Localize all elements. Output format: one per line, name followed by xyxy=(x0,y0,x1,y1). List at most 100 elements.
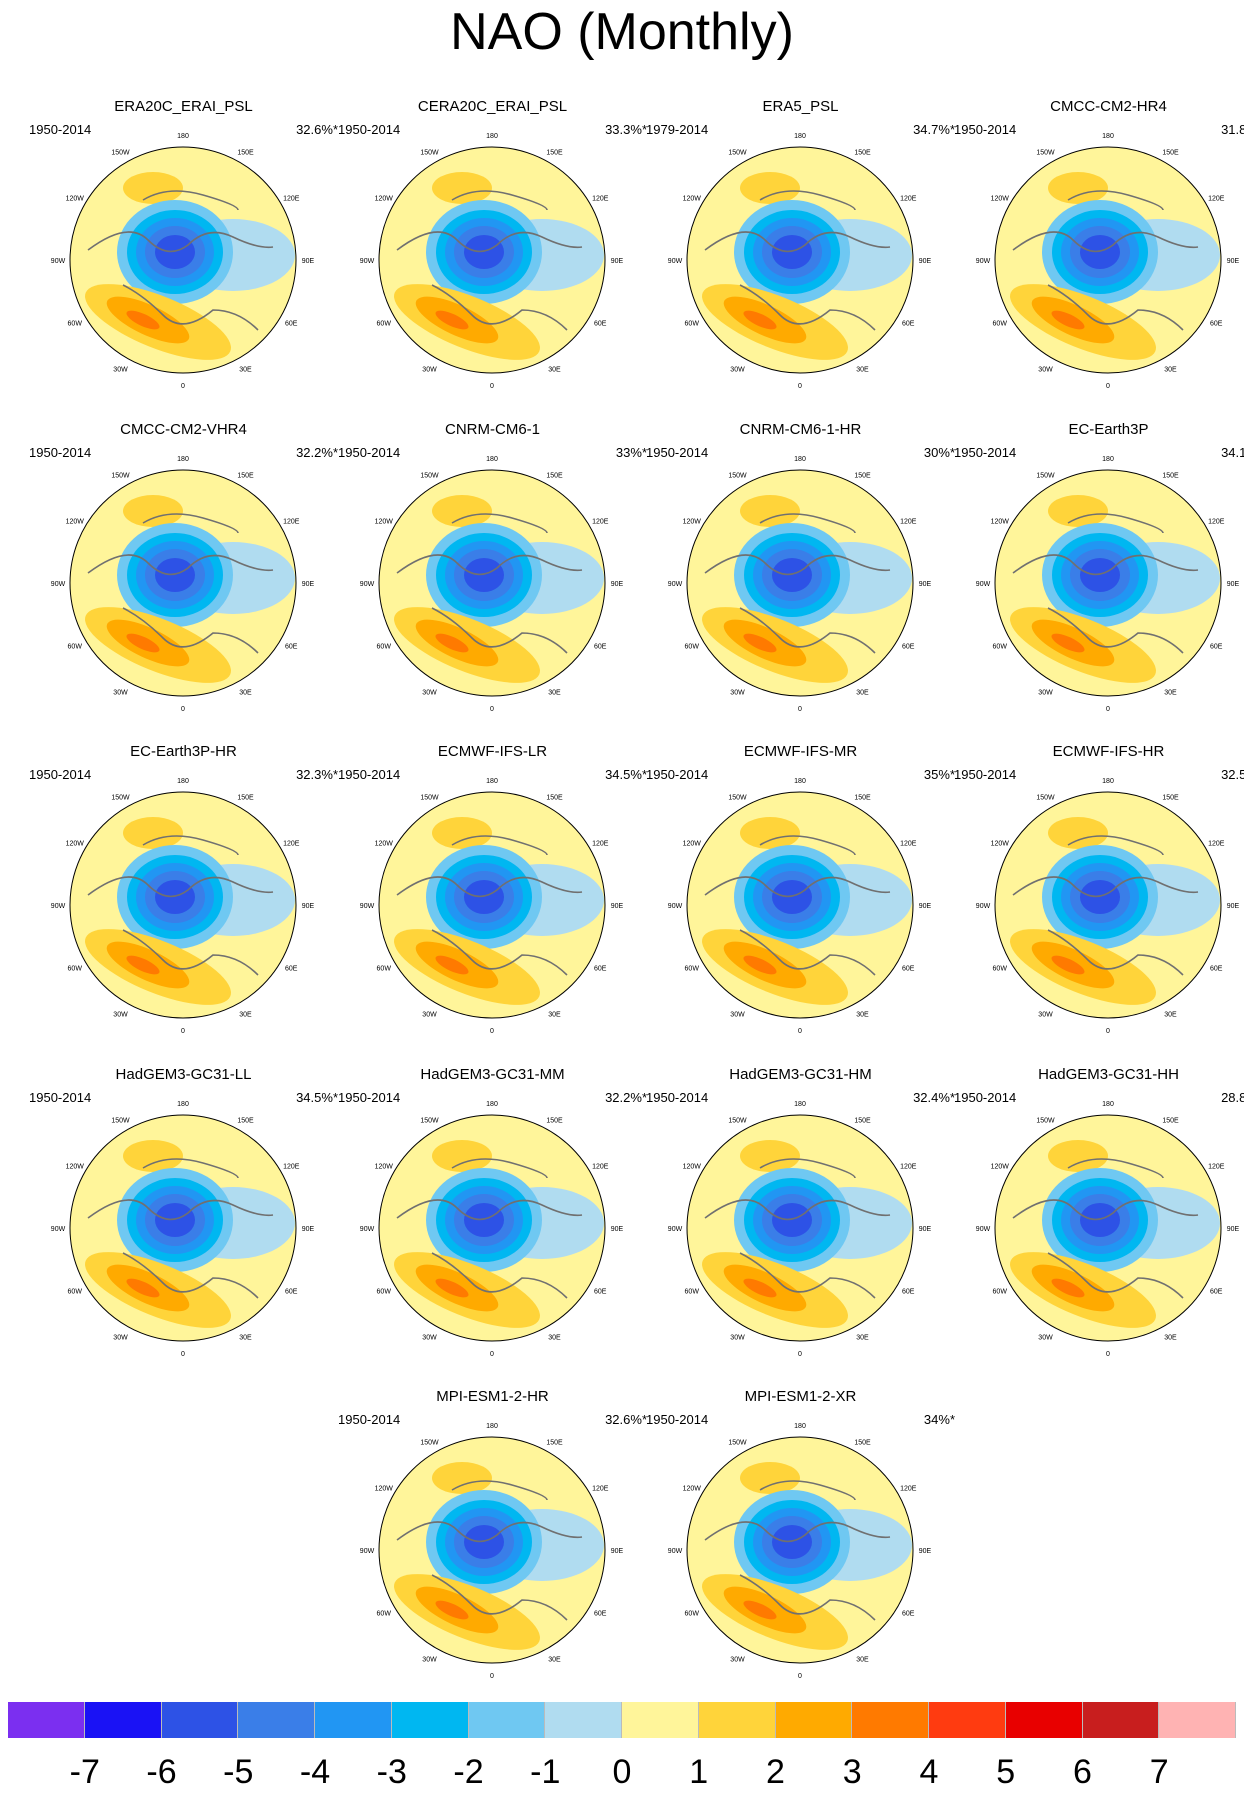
longitude-label: 0 xyxy=(1106,1351,1110,1358)
longitude-label: 90E xyxy=(302,903,315,910)
longitude-label: 0 xyxy=(798,1028,802,1035)
longitude-label: 90W xyxy=(360,258,375,265)
longitude-label: 90W xyxy=(976,903,991,910)
pressure-anomaly-field xyxy=(70,147,296,373)
longitude-label: 90W xyxy=(668,581,683,588)
panel-title: CMCC-CM2-HR4 xyxy=(1050,98,1167,115)
longitude-label: 180 xyxy=(794,778,806,785)
polar-map: 180 150E 120E 90E 60E 30E 0 30W 60W 90W 120W 150W xyxy=(360,1101,624,1358)
longitude-label: 60E xyxy=(902,1289,915,1296)
longitude-label: 60E xyxy=(285,644,298,651)
map-panel: ERA5_PSL 1979-2014 34.7%* 180 150E 120E 90E 60E… xyxy=(646,98,955,408)
longitude-label: 150W xyxy=(1036,473,1055,480)
polar-map: 180 150E 120E 90E 60E 30E 0 30W 60W 90W 120W 150W xyxy=(668,1101,932,1358)
longitude-label: 120W xyxy=(375,196,394,203)
polar-map: 180 150E 120E 90E 60E 30E 0 30W 60W 90W 120W 150W xyxy=(976,778,1240,1035)
panel-explained-variance: 30%* xyxy=(923,445,955,460)
panel-title: MPI-ESM1-2-HR xyxy=(436,1388,549,1405)
panel-explained-variance: 33.3%* xyxy=(605,122,647,137)
panel-explained-variance: 32.2%* xyxy=(605,1090,647,1105)
longitude-label: 60W xyxy=(685,644,700,651)
longitude-label: 30W xyxy=(422,1011,437,1018)
longitude-label: 60W xyxy=(377,321,392,328)
colorbar-segment xyxy=(1159,1702,1236,1738)
longitude-label: 90E xyxy=(1227,581,1240,588)
longitude-label: 90W xyxy=(668,903,683,910)
longitude-label: 30E xyxy=(239,1334,252,1341)
pressure-anomaly-field xyxy=(995,1115,1221,1341)
longitude-label: 30W xyxy=(422,689,437,696)
longitude-label: 120W xyxy=(991,196,1010,203)
map-panel: CMCC-CM2-HR4 1950-2014 31.8%* 180 150E 120E 90… xyxy=(954,98,1244,408)
longitude-label: 150W xyxy=(420,473,439,480)
longitude-label: 0 xyxy=(490,383,494,390)
longitude-label: 60E xyxy=(594,966,607,973)
colorbar-segment xyxy=(1005,1702,1083,1738)
longitude-label: 30W xyxy=(1038,689,1053,696)
longitude-label: 30E xyxy=(239,366,252,373)
panel-title: CERA20C_ERAI_PSL xyxy=(417,98,568,115)
longitude-label: 90W xyxy=(360,903,375,910)
longitude-label: 150E xyxy=(1162,795,1179,802)
pressure-anomaly-field xyxy=(379,470,605,696)
figure-title: NAO (Monthly) xyxy=(450,3,794,61)
panel-explained-variance: 35%* xyxy=(923,767,955,782)
panel-explained-variance: 32.5%* xyxy=(1221,767,1244,782)
colorbar-tick-label: -2 xyxy=(453,1753,484,1791)
longitude-label: 0 xyxy=(798,383,802,390)
longitude-label: 0 xyxy=(490,706,494,713)
longitude-label: 60W xyxy=(68,1289,83,1296)
longitude-label: 0 xyxy=(181,1028,185,1035)
longitude-label: 120E xyxy=(900,1486,917,1493)
panel-period: 1950-2014 xyxy=(338,1090,401,1105)
panel-explained-variance: 31.8%* xyxy=(1221,122,1244,137)
longitude-label: 90W xyxy=(668,1548,683,1555)
longitude-label: 150E xyxy=(546,795,563,802)
panel-period: 1950-2014 xyxy=(338,122,401,137)
panel-period: 1950-2014 xyxy=(954,122,1017,137)
colorbar-tick-label: 6 xyxy=(1073,1753,1092,1791)
map-panel: CMCC-CM2-VHR4 1950-2014 32.2%* 180 150E 120E 9… xyxy=(29,421,338,731)
longitude-label: 150W xyxy=(111,150,130,157)
longitude-label: 120E xyxy=(283,519,300,526)
panel-title: HadGEM3-GC31-LL xyxy=(115,1066,252,1083)
longitude-label: 90W xyxy=(668,258,683,265)
panel-explained-variance: 34.5%* xyxy=(605,767,647,782)
longitude-label: 120E xyxy=(1208,196,1225,203)
longitude-label: 180 xyxy=(794,133,806,140)
longitude-label: 60E xyxy=(902,644,915,651)
map-panel: ECMWF-IFS-MR 1950-2014 35%* 180 150E 120E 90E 6… xyxy=(646,743,955,1053)
colorbar-tick-label: -1 xyxy=(530,1753,561,1791)
panel-period: 1950-2014 xyxy=(646,767,709,782)
map-panel: MPI-ESM1-2-XR 1950-2014 34%* 180 150E 120E 90E… xyxy=(646,1388,955,1698)
colorbar-segment xyxy=(84,1702,162,1738)
panel-title: ERA5_PSL xyxy=(762,98,839,115)
colorbar xyxy=(8,1702,1236,1738)
colorbar-segment xyxy=(315,1702,392,1738)
longitude-label: 90W xyxy=(51,258,66,265)
longitude-label: 150W xyxy=(728,1440,747,1447)
longitude-label: 90W xyxy=(976,1226,991,1233)
longitude-label: 30E xyxy=(548,1334,561,1341)
longitude-label: 60E xyxy=(902,1611,915,1618)
map-panel: HadGEM3-GC31-LL 1950-2014 34.5%* 180 150E 120… xyxy=(29,1066,338,1376)
panel-explained-variance: 32.2%* xyxy=(296,445,338,460)
longitude-label: 90E xyxy=(302,1226,315,1233)
pressure-anomaly-field xyxy=(379,1115,605,1341)
longitude-label: 30W xyxy=(1038,366,1053,373)
longitude-label: 30E xyxy=(856,366,869,373)
panel-period: 1950-2014 xyxy=(29,767,92,782)
longitude-label: 150W xyxy=(420,1440,439,1447)
longitude-label: 150E xyxy=(854,473,871,480)
longitude-label: 90E xyxy=(919,903,932,910)
longitude-label: 30E xyxy=(1164,689,1177,696)
longitude-label: 120W xyxy=(66,519,85,526)
longitude-label: 90E xyxy=(1227,903,1240,910)
colorbar-tick-label: -6 xyxy=(146,1753,177,1791)
longitude-label: 120E xyxy=(900,1164,917,1171)
longitude-label: 90E xyxy=(611,1226,624,1233)
longitude-label: 30E xyxy=(1164,1011,1177,1018)
panel-period: 1950-2014 xyxy=(646,1090,709,1105)
polar-map: 180 150E 120E 90E 60E 30E 0 30W 60W 90W 120W 150W xyxy=(976,1101,1240,1358)
polar-map: 180 150E 120E 90E 60E 30E 0 30W 60W 90W 120W 150W xyxy=(668,133,932,390)
